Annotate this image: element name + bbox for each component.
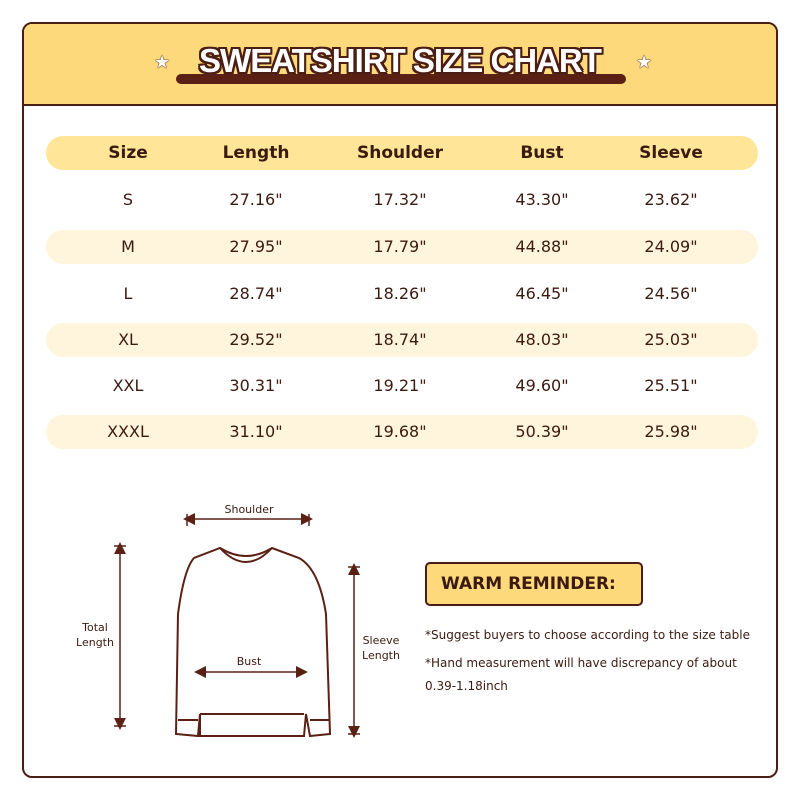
table-cell: 24.56" (644, 284, 698, 303)
total-length-line1: Total (82, 621, 108, 634)
table-cell: 17.32" (373, 190, 427, 209)
star-icon: ★ (154, 52, 171, 73)
table-cell: 19.21" (373, 376, 427, 395)
total-length-label: Total Length (70, 620, 120, 650)
title-underline (176, 74, 626, 84)
table-cell: 27.95" (229, 237, 283, 256)
table-cell: 46.45" (515, 284, 569, 303)
table-cell: 23.62" (644, 190, 698, 209)
column-header: Size (108, 143, 148, 163)
header-banner: ★ SWEATSHIRT SIZE CHART ★ (24, 24, 776, 106)
sleeve-length-line2: Length (362, 649, 400, 662)
table-header-row: Size Length Shoulder Bust Sleeve (46, 136, 758, 170)
table-cell: 24.09" (644, 237, 698, 256)
column-header: Shoulder (356, 143, 444, 163)
table-cell: 31.10" (229, 422, 283, 441)
table-cell: 44.88" (515, 237, 569, 256)
table-cell: 19.68" (373, 422, 427, 441)
table-row: L 28.74" 18.26" 46.45" 24.56" (46, 277, 758, 311)
sweatshirt-diagram (114, 513, 360, 738)
table-cell: 25.51" (644, 376, 698, 395)
table-cell: 49.60" (515, 376, 569, 395)
table-cell: 17.79" (373, 237, 427, 256)
sleeve-length-line1: Sleeve (362, 634, 400, 647)
table-cell: 25.98" (644, 422, 698, 441)
column-header: Sleeve (639, 143, 703, 163)
table-cell: 28.74" (229, 284, 283, 303)
star-icon: ★ (636, 52, 653, 73)
table-row: XL 29.52" 18.74" 48.03" 25.03" (46, 323, 758, 357)
table-cell: 18.74" (373, 330, 427, 349)
table-cell: 43.30" (515, 190, 569, 209)
table-row: XXXL 31.10" 19.68" 50.39" 25.98" (46, 415, 758, 449)
table-row: S 27.16" 17.32" 43.30" 23.62" (46, 183, 758, 217)
table-cell: XXL (112, 376, 144, 395)
table-cell: 30.31" (229, 376, 283, 395)
size-chart-panel: ★ SWEATSHIRT SIZE CHART ★ Size Length Shou… (22, 22, 778, 778)
table-cell: 29.52" (229, 330, 283, 349)
table-cell: 25.03" (644, 330, 698, 349)
table-cell: L (123, 284, 133, 303)
table-row: XXL 30.31" 19.21" 49.60" 25.51" (46, 369, 758, 403)
sweatshirt-outline (174, 546, 332, 738)
table-cell: 48.03" (515, 330, 569, 349)
warm-reminder-heading: WARM REMINDER: (425, 562, 643, 606)
table-cell: XXXL (107, 422, 149, 441)
sleeve-length-label: Sleeve Length (356, 633, 406, 663)
table-cell: M (121, 237, 135, 256)
measure-arrows (114, 513, 360, 738)
reminder-note: 0.39-1.18inch (425, 679, 508, 693)
column-header: Bust (520, 143, 564, 163)
table-cell: XL (118, 330, 138, 349)
table-row: M 27.95" 17.79" 44.88" 24.09" (46, 230, 758, 264)
reminder-note: *Hand measurement will have discrepancy … (425, 656, 737, 670)
shoulder-label: Shoulder (224, 503, 274, 516)
table-cell: 18.26" (373, 284, 427, 303)
column-header: Length (222, 143, 290, 163)
page-title: SWEATSHIRT SIZE CHART (199, 42, 602, 79)
table-cell: 50.39" (515, 422, 569, 441)
reminder-note: *Suggest buyers to choose according to t… (425, 628, 750, 642)
bust-label: Bust (236, 655, 262, 668)
total-length-line2: Length (76, 636, 114, 649)
table-cell: S (122, 190, 134, 209)
table-cell: 27.16" (229, 190, 283, 209)
